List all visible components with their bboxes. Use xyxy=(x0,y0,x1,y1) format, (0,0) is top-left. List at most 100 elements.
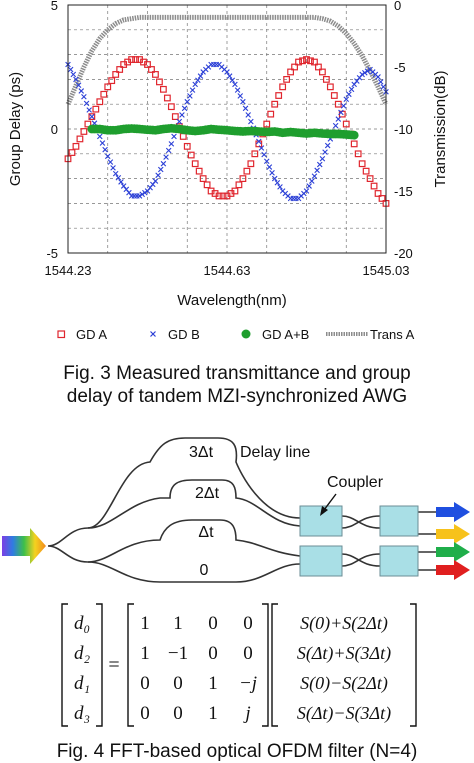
waveguide-input-split xyxy=(47,527,89,563)
gd-b-point xyxy=(142,189,148,196)
gd-b-point xyxy=(256,138,262,145)
y2-tick-label: 0 xyxy=(394,0,401,13)
matrix-entry: −1 xyxy=(168,643,188,664)
matrix-bracket-left xyxy=(127,603,134,727)
gd-b-point xyxy=(83,100,90,107)
gd-b-point xyxy=(99,140,106,146)
gd-b-point xyxy=(78,88,85,94)
y-axis-ticks: 5 0 -5 xyxy=(46,0,58,261)
lhs-entry: d₂ xyxy=(74,643,91,664)
matrix-entry: 0 xyxy=(243,643,253,664)
gd-a-point xyxy=(334,100,342,108)
output-arrow-red xyxy=(436,560,470,580)
gd-a-point xyxy=(72,142,80,150)
gd-b-point xyxy=(181,105,188,112)
lhs-bracket-right xyxy=(96,603,103,727)
gd-a-point xyxy=(92,105,100,113)
gd-a-point xyxy=(132,56,139,63)
x-tick-label: 1544.23 xyxy=(45,263,92,278)
matrix-bracket-right xyxy=(262,603,269,727)
gd-b-point xyxy=(112,170,119,177)
gd-b-point xyxy=(157,166,164,173)
matrix-entry: 1 xyxy=(140,613,150,634)
lhs-bracket-left xyxy=(61,603,68,727)
label-2dt: 2Δt xyxy=(195,485,220,502)
gd-a-point xyxy=(152,71,159,78)
gd-b-point xyxy=(332,122,339,129)
crossing-left-1 xyxy=(341,515,381,529)
gd-a-point xyxy=(160,85,167,93)
waveguide-3dt xyxy=(87,437,301,529)
gd-b-point xyxy=(97,133,103,140)
gd-a-point xyxy=(370,182,378,190)
gd-b-point xyxy=(266,164,273,170)
gd-b-point xyxy=(277,184,283,190)
gd-b-point xyxy=(232,81,238,88)
gd-a-point xyxy=(156,78,163,86)
series-gd-a-plus-b xyxy=(87,123,359,140)
figure-3-caption: Fig. 3 Measured transmittance and group … xyxy=(0,362,474,408)
matrix-entry: 0 xyxy=(140,703,150,724)
gd-a-point xyxy=(112,71,120,78)
gd-b-point xyxy=(309,178,315,184)
gd-b-point xyxy=(316,161,323,168)
gd-b-point xyxy=(348,86,355,93)
gd-b-point xyxy=(346,91,352,98)
series-gd-b xyxy=(65,61,389,202)
gd-b-point xyxy=(107,159,114,165)
gd-b-point xyxy=(335,116,342,122)
gd-a-point xyxy=(322,75,330,83)
gd-b-point xyxy=(163,154,169,160)
equation-lhs: d₀ d₂ d₁ d₃ xyxy=(74,613,91,724)
gd-b-point xyxy=(160,160,167,167)
delay-line-label: Delay line xyxy=(240,444,310,461)
legend-trans-a-label: Trans A xyxy=(370,327,415,342)
gd-b-point xyxy=(224,69,230,75)
matrix-entry: 0 xyxy=(243,613,253,634)
y2-tick-label: -20 xyxy=(394,246,413,261)
gd-a-point xyxy=(227,190,235,197)
gd-b-point xyxy=(102,146,108,153)
gd-b-point xyxy=(184,98,191,105)
gd-b-point xyxy=(197,73,204,79)
legend-gd-a-marker xyxy=(57,330,66,339)
figure-3-caption-line-1: Fig. 3 Measured transmittance and group xyxy=(63,363,411,384)
gd-b-point xyxy=(258,145,265,151)
gd-b-point xyxy=(226,73,233,79)
gd-b-point xyxy=(179,112,185,118)
gd-a-point xyxy=(342,120,350,128)
gd-a-point xyxy=(183,142,191,150)
coupler-pointer-head xyxy=(320,506,328,516)
lhs-entry: d₃ xyxy=(74,703,90,724)
y2-tick-label: -5 xyxy=(394,60,406,75)
label-0: 0 xyxy=(200,562,209,579)
gd-b-point xyxy=(248,118,254,125)
gd-a-point xyxy=(358,160,366,168)
gd-b-point xyxy=(187,93,193,99)
gd-b-point xyxy=(338,109,344,116)
gd-b-point xyxy=(274,179,281,186)
legend-gd-b-label: GD B xyxy=(168,327,200,342)
matrix-entry: 0 xyxy=(140,673,150,694)
fft-matrix-equation: d₀ d₂ d₁ d₃ = 1 1 0 0 1 −1 0 0 0 0 1 −j 0 0 1 j S(0)+S(2Δt… xyxy=(61,603,417,727)
gd-a-point xyxy=(80,128,88,135)
gd-b-point xyxy=(104,153,111,160)
gd-a-point xyxy=(76,135,84,143)
input-light-arrow xyxy=(2,528,46,564)
legend-gd-a-label: GD A xyxy=(76,327,107,342)
gd-a-point xyxy=(187,151,195,159)
chart-legend: GD A GD B GD A+B Trans A xyxy=(57,327,415,342)
gd-b-point xyxy=(380,84,387,90)
output-guides xyxy=(418,511,436,571)
matrix-entry: −j xyxy=(239,673,257,694)
waveguide-2dt xyxy=(87,479,301,529)
matrix-entry: 1 xyxy=(208,703,218,724)
gd-a-point xyxy=(354,150,362,158)
matrix-entry: 0 xyxy=(173,703,183,724)
gd-a-point xyxy=(350,140,358,148)
gd-b-point xyxy=(362,69,368,76)
coupler-box-4 xyxy=(379,545,419,577)
equation-rhs: S(0)+S(2Δt) S(Δt)+S(3Δt) S(0)−S(2Δt) S(Δt)−… xyxy=(297,613,391,724)
group-delay-chart: 50-5 0-5-10-15-20 1544.23 1544.63 1545.03 … xyxy=(7,0,449,342)
gd-b-point xyxy=(319,155,326,162)
